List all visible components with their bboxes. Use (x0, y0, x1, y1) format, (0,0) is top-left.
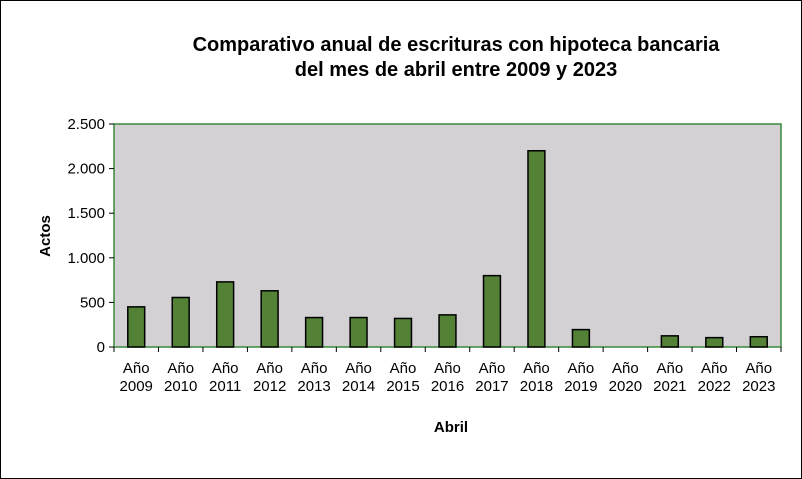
x-tick-label: Año 2018 (520, 360, 553, 395)
bar-2010 (171, 296, 190, 348)
x-tick-label: Año 2023 (742, 360, 775, 395)
x-tick-label: Año 2020 (609, 360, 642, 395)
bar-2023 (749, 335, 768, 348)
bar-2017 (482, 274, 502, 348)
y-tick-label: 500 (80, 294, 105, 311)
bar-2016 (438, 314, 457, 348)
plot-area (113, 123, 782, 348)
x-tick-label: Año 2022 (698, 360, 731, 395)
x-tick-label: Año 2014 (342, 360, 375, 395)
x-axis (113, 347, 782, 352)
x-tick-labels: Año 2009 Año 2010 Año 2011 Año 2012 Año 2013 Año 20… (120, 360, 776, 395)
bar-2019 (571, 328, 591, 348)
bar-2015 (393, 317, 413, 348)
x-tick-label: Año 2009 (120, 360, 153, 395)
chart-title-line-1: Comparativo anual de escrituras con hipo… (193, 34, 721, 56)
x-tick-label: Año 2019 (564, 360, 597, 395)
y-tick-label: 0 (97, 339, 105, 356)
x-tick-label: Año 2021 (653, 360, 686, 395)
y-axis-title: Actos (37, 215, 54, 257)
x-tick-label: Año 2011 (209, 360, 241, 395)
x-tick-label: Año 2012 (253, 360, 286, 395)
y-tick-label: 1.000 (67, 250, 105, 267)
bar-2018 (527, 150, 546, 348)
y-tick-label: 2.500 (67, 116, 105, 133)
x-tick-label: Año 2016 (431, 360, 464, 395)
chart-title-line-2: del mes de abril entre 2009 y 2023 (295, 59, 617, 81)
bar-2022 (705, 336, 724, 348)
bar-2009 (127, 306, 146, 348)
x-tick-label: Año 2013 (297, 360, 330, 395)
x-tick-label: Año 2017 (475, 360, 508, 395)
x-tick-label: Año 2015 (386, 360, 419, 395)
bar-2011 (215, 281, 235, 348)
x-tick-label: Año 2010 (164, 360, 197, 395)
bar-2014 (349, 316, 368, 348)
bar-2021 (660, 335, 680, 348)
x-axis-title: Abril (434, 419, 468, 436)
y-tick-label: 1.500 (67, 205, 105, 222)
y-tick-label: 2.000 (67, 161, 105, 178)
bar-2013 (304, 316, 324, 348)
bar-2012 (260, 290, 279, 348)
bar-series (127, 150, 768, 348)
y-axis: 0 500 1.000 1.500 2.000 2.500 (67, 116, 114, 356)
